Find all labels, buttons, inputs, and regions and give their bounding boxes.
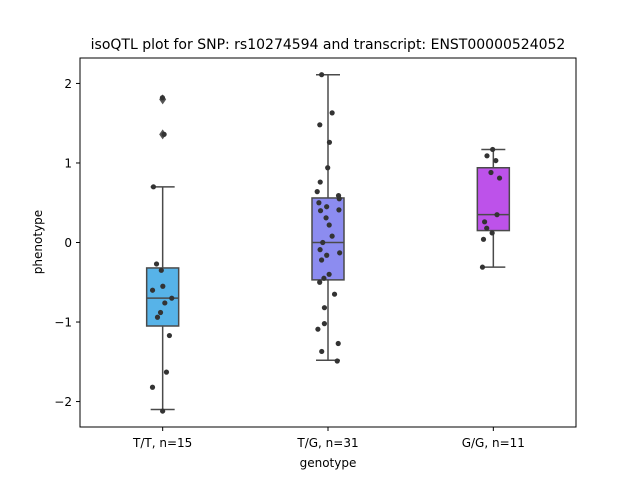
data-point: [323, 215, 329, 221]
y-tick-label: 2: [64, 77, 72, 91]
data-point: [317, 279, 323, 285]
data-point: [325, 165, 331, 171]
data-point: [149, 384, 156, 390]
data-point: [336, 207, 342, 213]
axes: T/T, n=15 T/G, n=31 G/G, n=11 −2 −1 0 1 2: [54, 77, 525, 450]
y-tick-label: 0: [64, 236, 72, 250]
data-point: [166, 332, 173, 339]
data-point: [326, 139, 333, 145]
data-point: [317, 122, 323, 128]
data-point: [490, 146, 496, 153]
data-point: [324, 252, 330, 258]
x-tick-label: T/T, n=15: [132, 436, 192, 450]
x-axis-label: genotype: [300, 456, 357, 470]
data-point: [329, 110, 335, 116]
data-point: [160, 283, 166, 289]
data-point: [480, 236, 487, 242]
chart-title: isoQTL plot for SNP: rs10274594 and tran…: [91, 37, 566, 53]
data-point: [335, 340, 341, 347]
data-point: [314, 189, 320, 195]
data-point: [479, 264, 486, 270]
data-point: [319, 72, 325, 78]
y-tick-label: −2: [54, 395, 72, 409]
data-point: [317, 179, 323, 185]
data-point: [161, 131, 167, 137]
plot-area: [145, 72, 511, 414]
x-tick-label: G/G, n=11: [462, 436, 525, 450]
data-point: [317, 247, 323, 253]
data-point: [158, 267, 164, 273]
data-point: [334, 358, 340, 364]
data-point: [169, 295, 175, 301]
data-point: [337, 250, 343, 256]
y-tick-label: −1: [54, 316, 72, 330]
data-point: [321, 275, 327, 281]
data-point: [493, 157, 499, 164]
y-tick-label: 1: [64, 156, 72, 170]
data-point: [162, 300, 168, 306]
data-point: [488, 169, 494, 176]
data-point: [318, 257, 325, 263]
data-point: [163, 369, 170, 375]
y-axis-label: phenotype: [31, 210, 45, 274]
data-point: [159, 95, 166, 101]
data-point: [484, 225, 490, 231]
data-point: [321, 321, 328, 327]
data-point: [326, 271, 332, 277]
data-point: [160, 408, 166, 414]
data-point: [324, 204, 330, 210]
data-point: [329, 233, 335, 239]
data-point: [149, 287, 156, 293]
data-point: [481, 219, 488, 225]
data-point: [315, 326, 321, 332]
x-tick-label: T/G, n=31: [296, 436, 358, 450]
data-point: [320, 239, 326, 246]
data-point: [336, 196, 342, 202]
data-point: [317, 208, 324, 214]
data-point: [321, 305, 328, 311]
data-point: [484, 153, 490, 159]
data-point: [153, 261, 160, 267]
data-point: [319, 348, 325, 355]
data-point: [331, 291, 338, 297]
data-point: [157, 309, 164, 316]
data-point: [154, 314, 161, 320]
data-point: [316, 200, 322, 206]
data-point: [494, 212, 500, 218]
data-point: [496, 175, 503, 181]
data-point: [489, 230, 495, 236]
data-point: [326, 222, 332, 228]
data-point: [150, 184, 157, 190]
